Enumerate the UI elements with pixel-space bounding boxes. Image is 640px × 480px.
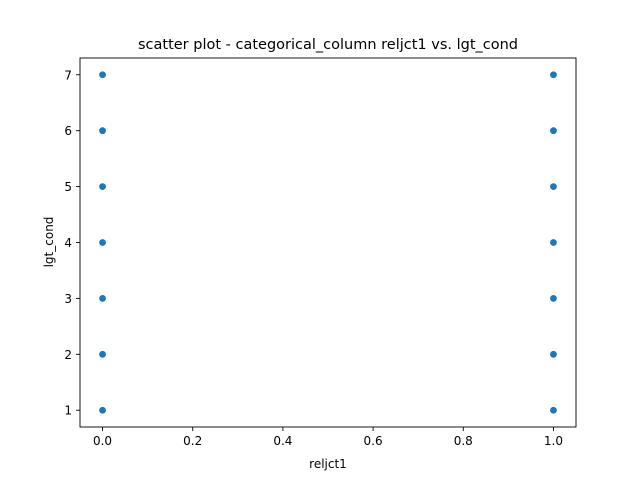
data-point [99, 406, 106, 414]
x-tick-label: 1.0 [544, 434, 563, 448]
y-tick-label: 5 [64, 180, 72, 194]
points-layer [99, 71, 557, 414]
x-axis-label: reljct1 [309, 457, 347, 471]
x-tick-label: 0.8 [454, 434, 473, 448]
x-tick-label: 0.6 [364, 434, 383, 448]
data-point [550, 239, 557, 246]
data-point [99, 183, 106, 190]
data-point [550, 350, 557, 358]
data-point [550, 71, 557, 79]
x-tick-label: 0.0 [93, 434, 112, 448]
y-tick-label: 7 [64, 68, 72, 82]
data-point [550, 127, 557, 135]
chart-title: scatter plot - categorical_column reljct… [138, 37, 518, 53]
y-axis: 1 2 3 4 5 6 7 [64, 68, 80, 418]
data-point [550, 406, 557, 414]
y-tick-label: 1 [64, 404, 72, 418]
data-point [99, 71, 106, 79]
plot-frame [79, 57, 577, 428]
y-axis-label: lgt_cond [42, 217, 56, 268]
data-point [99, 127, 106, 135]
data-point [99, 239, 106, 246]
y-tick-label: 3 [64, 292, 72, 306]
y-tick-label: 6 [64, 124, 72, 138]
y-tick-label: 2 [64, 348, 72, 362]
x-tick-label: 0.2 [183, 434, 202, 448]
y-tick-label: 4 [64, 236, 72, 250]
data-point [99, 295, 106, 302]
data-point [550, 183, 557, 190]
x-tick-label: 0.4 [273, 434, 292, 448]
data-point [550, 295, 557, 302]
data-point [99, 350, 106, 358]
x-axis: 0.0 0.2 0.4 0.6 0.8 1.0 [93, 427, 563, 448]
